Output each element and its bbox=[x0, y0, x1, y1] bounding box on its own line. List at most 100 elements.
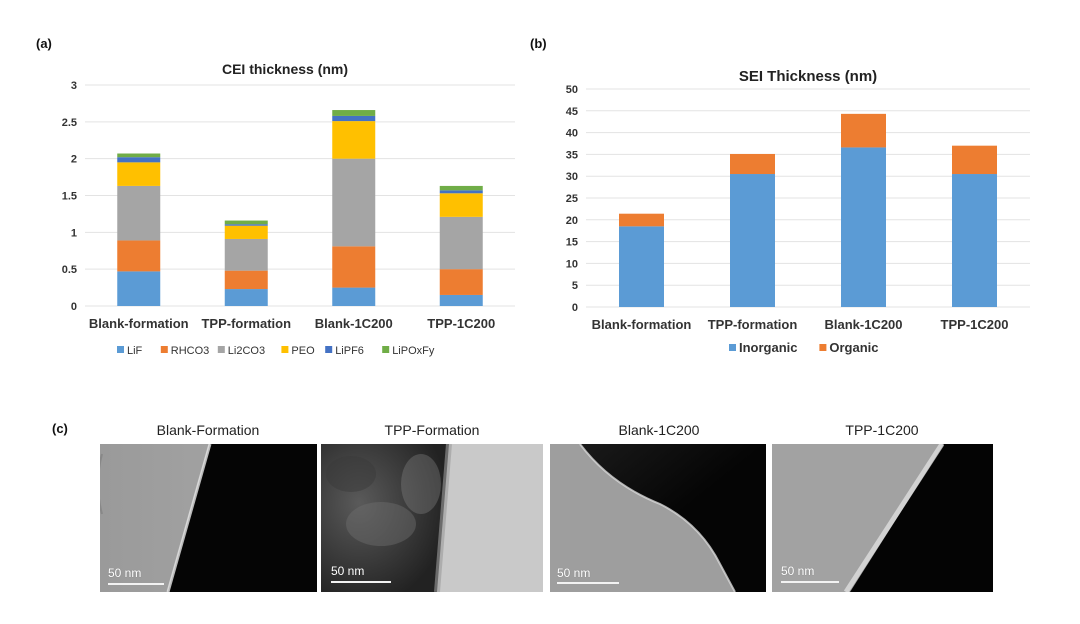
cei-thickness-chart: CEI thickness (nm) 0 0.5 1 1.5 2 2.5 3 Blank-for… bbox=[62, 61, 515, 357]
legend-label: LiPOxFy bbox=[392, 345, 435, 357]
bar-segment-lif bbox=[439, 294, 483, 306]
y-tick-label: 30 bbox=[566, 171, 578, 183]
bar-segment-rhco3 bbox=[117, 240, 161, 272]
scale-bar bbox=[781, 581, 839, 583]
bar-segment-inorganic bbox=[841, 147, 886, 307]
legend-swatch bbox=[117, 346, 124, 353]
scale-bar-label: 50 nm bbox=[331, 564, 365, 578]
x-tick-label: TPP-formation bbox=[201, 316, 291, 331]
x-tick-label: Blank-formation bbox=[592, 317, 692, 332]
bar-segment-lipf6 bbox=[332, 115, 376, 122]
bar-segment-lif bbox=[224, 289, 268, 306]
y-tick-label: 40 bbox=[566, 128, 578, 140]
bar-segment-rhco3 bbox=[439, 269, 483, 295]
bar-segment-li2co3 bbox=[332, 158, 376, 247]
legend-swatch bbox=[160, 346, 168, 353]
chart-title: SEI Thickness (nm) bbox=[739, 68, 877, 85]
scale-bar-label: 50 nm bbox=[781, 564, 815, 578]
bar-segment-li2co3 bbox=[117, 185, 161, 241]
scale-bar bbox=[557, 582, 619, 584]
bar-segment-organic bbox=[619, 213, 664, 227]
tem-image-tpp-formation: 50 nm bbox=[321, 444, 543, 592]
x-tick-label: TPP-1C200 bbox=[941, 317, 1009, 332]
legend-swatch bbox=[382, 346, 390, 353]
tem-image-graphic bbox=[100, 444, 317, 592]
bar-segment-lipoxfy bbox=[117, 153, 161, 158]
x-tick-label: TPP-formation bbox=[708, 317, 798, 332]
y-tick-label: 2.5 bbox=[62, 117, 77, 129]
y-tick-label: 50 bbox=[566, 84, 578, 96]
panel-label-c: (c) bbox=[52, 421, 68, 436]
bar-segment-lipf6 bbox=[439, 190, 483, 194]
bar-segment-rhco3 bbox=[224, 270, 268, 290]
y-tick-label: 20 bbox=[566, 215, 578, 227]
y-tick-label: 2 bbox=[71, 154, 77, 166]
micrograph-title: TPP-1C200 bbox=[845, 422, 919, 438]
x-tick-label: Blank-1C200 bbox=[824, 317, 902, 332]
y-tick-label: 1 bbox=[71, 227, 77, 239]
y-tick-label: 25 bbox=[566, 193, 578, 205]
scale-bar-label: 50 nm bbox=[557, 566, 591, 580]
panel-label-a: (a) bbox=[36, 36, 52, 51]
bar-segment-lipf6 bbox=[224, 224, 268, 226]
panel-label-b: (b) bbox=[530, 36, 547, 51]
scale-bar-label: 50 nm bbox=[108, 566, 142, 580]
bar-segment-peo bbox=[224, 225, 268, 239]
bar-segment-rhco3 bbox=[332, 246, 376, 288]
scale-bar bbox=[108, 583, 164, 585]
legend-swatch bbox=[281, 346, 289, 353]
y-tick-label: 0 bbox=[71, 301, 77, 313]
micrograph-title: Blank-Formation bbox=[156, 422, 260, 438]
legend-label: RHCO3 bbox=[171, 345, 210, 357]
legend-swatch bbox=[729, 344, 736, 351]
micrograph-title: Blank-1C200 bbox=[618, 422, 700, 438]
chart-title: CEI thickness (nm) bbox=[222, 61, 348, 77]
bar-segment-lif bbox=[117, 271, 161, 306]
legend-label: PEO bbox=[291, 345, 315, 357]
legend-label: Li2CO3 bbox=[228, 345, 265, 357]
y-tick-label: 0 bbox=[572, 302, 578, 314]
tem-image-graphic bbox=[321, 444, 543, 592]
bar-segment-organic bbox=[952, 145, 997, 175]
x-tick-label: Blank-1C200 bbox=[315, 316, 393, 331]
legend-swatch bbox=[217, 346, 225, 353]
legend-swatch bbox=[325, 346, 333, 353]
bar-segment-lipoxfy bbox=[332, 110, 376, 116]
bar-segment-lipoxfy bbox=[224, 220, 268, 225]
y-tick-label: 1.5 bbox=[62, 191, 77, 203]
bar-segment-lif bbox=[332, 287, 376, 306]
bar-segment-lipf6 bbox=[117, 157, 161, 163]
x-tick-label: Blank-formation bbox=[89, 316, 189, 331]
legend-swatch bbox=[819, 344, 827, 351]
legend-label: LiF bbox=[127, 345, 143, 357]
sei-thickness-chart: SEI Thickness (nm) 0 5 10 15 20 25 30 35 40 45 50 Bl… bbox=[566, 68, 1030, 355]
y-tick-label: 10 bbox=[566, 258, 578, 270]
tem-image-graphic bbox=[550, 444, 766, 592]
bar-segment-inorganic bbox=[952, 174, 997, 307]
bar-segment-li2co3 bbox=[439, 216, 483, 270]
tem-image-tpp-1c200: 50 nm bbox=[772, 444, 993, 592]
tem-image-graphic bbox=[772, 444, 993, 592]
y-tick-label: 3 bbox=[71, 80, 77, 92]
y-tick-label: 15 bbox=[566, 237, 578, 249]
bar-segment-organic bbox=[730, 153, 775, 175]
scale-bar bbox=[331, 581, 391, 583]
bar-segment-inorganic bbox=[730, 174, 775, 307]
legend-label: Organic bbox=[829, 340, 878, 355]
bar-segment-lipoxfy bbox=[439, 185, 483, 191]
bar-segment-peo bbox=[332, 121, 376, 159]
legend-label: Inorganic bbox=[739, 340, 798, 355]
y-tick-label: 45 bbox=[566, 106, 578, 118]
legend-label: LiPF6 bbox=[335, 345, 364, 357]
y-tick-label: 0.5 bbox=[62, 264, 77, 276]
y-tick-label: 5 bbox=[572, 280, 578, 292]
bar-segment-peo bbox=[439, 193, 483, 217]
tem-image-blank-formation: 50 nm bbox=[100, 444, 317, 592]
tem-image-blank-1c200: 50 nm bbox=[550, 444, 766, 592]
bar-segment-organic bbox=[841, 113, 886, 148]
micrograph-title: TPP-Formation bbox=[384, 422, 480, 438]
bar-segment-inorganic bbox=[619, 226, 664, 307]
bar-segment-peo bbox=[117, 162, 161, 186]
y-tick-label: 35 bbox=[566, 149, 578, 161]
bar-segment-li2co3 bbox=[224, 238, 268, 271]
